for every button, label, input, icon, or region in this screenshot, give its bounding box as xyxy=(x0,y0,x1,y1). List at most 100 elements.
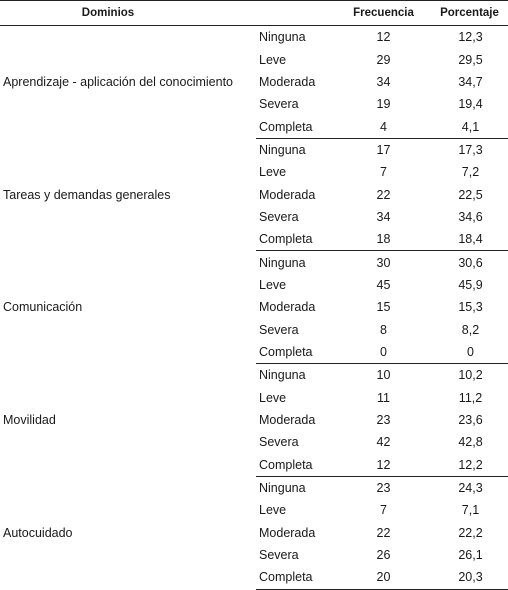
table-row: Severa 42 42,8 xyxy=(0,431,508,453)
level-cell: Severa xyxy=(259,322,299,337)
table-row: Leve 45 45,9 xyxy=(0,274,508,296)
table-body: Aprendizaje - aplicación del conocimient… xyxy=(0,26,508,590)
frequency-cell: 7 xyxy=(380,165,387,180)
percentage-cell: 30,6 xyxy=(458,255,483,270)
header-percentage: Porcentaje xyxy=(427,0,508,26)
frequency-cell: 26 xyxy=(376,548,391,563)
level-cell: Severa xyxy=(259,97,299,112)
frequency-cell: 12 xyxy=(376,30,391,45)
percentage-cell: 17,3 xyxy=(458,142,483,157)
level-cell: Moderada xyxy=(259,413,316,428)
frequency-cell: 15 xyxy=(376,300,391,315)
percentage-cell: 42,8 xyxy=(458,435,483,450)
header-row: Dominios Frecuencia Porcentaje xyxy=(0,0,508,26)
table-row: Completa 18 18,4 xyxy=(0,228,508,252)
frequency-cell: 19 xyxy=(376,97,391,112)
level-cell: Severa xyxy=(259,209,299,224)
frequency-cell: 11 xyxy=(377,390,390,405)
level-cell: Completa xyxy=(256,453,334,477)
table-row: Severa 8 8,2 xyxy=(0,318,508,340)
frequency-cell: 45 xyxy=(376,277,391,292)
percentage-cell: 8,2 xyxy=(461,322,480,337)
table-row: Comunicación Ninguna 30 30,6 xyxy=(0,251,508,315)
level-cell: Leve xyxy=(259,165,287,180)
table-row: Autocuidado Ninguna 23 24,3 xyxy=(0,476,508,540)
table-row: Moderada 15 15,3 xyxy=(0,296,508,318)
percentage-cell: 7,2 xyxy=(461,165,480,180)
frequency-cell: 34 xyxy=(376,74,391,89)
domain-cell: Aprendizaje - aplicación del conocimient… xyxy=(3,75,233,90)
table-row: Moderada 23 23,6 xyxy=(0,409,508,431)
table-row: Severa 34 34,6 xyxy=(0,206,508,228)
percentage-cell: 15,3 xyxy=(458,300,483,315)
frequency-cell: 34 xyxy=(376,209,391,224)
table-row: Aprendizaje - aplicación del conocimient… xyxy=(0,26,508,89)
frequency-cell: 23 xyxy=(376,481,391,496)
table-row: Leve 7 7,1 xyxy=(0,499,508,521)
frequency-cell: 4 xyxy=(334,115,427,139)
frequency-cell: 18 xyxy=(334,228,427,252)
frequency-cell: 20 xyxy=(334,566,427,590)
header-domain: Dominios xyxy=(0,0,256,26)
level-cell: Ninguna xyxy=(259,255,306,270)
domain-cell: Tareas y demandas generales xyxy=(3,187,171,202)
percentage-cell: 0 xyxy=(427,340,508,365)
level-cell: Ninguna xyxy=(259,368,306,383)
percentage-cell: 26,1 xyxy=(458,548,483,563)
table-row: Leve 29 29,5 xyxy=(0,48,508,70)
percentage-cell: 34,6 xyxy=(458,209,483,224)
table-row: Severa 26 26,1 xyxy=(0,544,508,566)
percentage-cell: 18,4 xyxy=(427,228,508,252)
level-cell: Moderada xyxy=(259,74,316,89)
domain-cell: Autocuidado xyxy=(3,525,73,540)
frequency-cell: 42 xyxy=(376,435,391,450)
level-cell: Completa xyxy=(256,340,334,365)
percentage-cell: 22,2 xyxy=(458,525,483,540)
level-cell: Leve xyxy=(259,390,287,405)
table-row: Leve 7 7,2 xyxy=(0,161,508,183)
table-row: Tareas y demandas generales Ninguna 17 1… xyxy=(0,138,508,202)
percentage-cell: 12,3 xyxy=(458,30,483,45)
level-cell: Moderada xyxy=(259,300,316,315)
table-row: Completa 4 4,1 xyxy=(0,115,508,139)
percentage-cell: 29,5 xyxy=(458,52,483,67)
frequency-cell: 17 xyxy=(376,142,391,157)
level-cell: Severa xyxy=(259,435,299,450)
table-row: Completa 12 12,2 xyxy=(0,453,508,477)
level-cell: Leve xyxy=(259,52,287,67)
frequency-cell: 0 xyxy=(334,340,427,365)
percentage-cell: 19,4 xyxy=(458,97,483,112)
frequency-cell: 22 xyxy=(376,525,391,540)
level-cell: Leve xyxy=(259,277,287,292)
table-row: Leve 11 11,2 xyxy=(0,387,508,409)
frequency-cell: 10 xyxy=(376,368,391,383)
level-cell: Completa xyxy=(256,228,334,252)
level-cell: Ninguna xyxy=(259,142,306,157)
header-level xyxy=(256,0,334,26)
table-row: Moderada 22 22,5 xyxy=(0,183,508,205)
percentage-cell: 22,5 xyxy=(458,187,483,202)
table-header: Dominios Frecuencia Porcentaje xyxy=(0,0,508,26)
percentage-cell: 11,2 xyxy=(458,390,483,405)
frequency-cell: 22 xyxy=(376,187,391,202)
level-cell: Severa xyxy=(259,548,299,563)
frequency-cell: 12 xyxy=(334,453,427,477)
frequency-cell: 23 xyxy=(376,413,391,428)
percentage-cell: 20,3 xyxy=(427,566,508,590)
table-row: Severa 19 19,4 xyxy=(0,93,508,115)
level-cell: Moderada xyxy=(259,187,316,202)
percentage-cell: 10,2 xyxy=(458,368,483,383)
level-cell: Ninguna xyxy=(259,481,306,496)
percentage-cell: 34,7 xyxy=(458,74,483,89)
level-cell: Leve xyxy=(259,503,287,518)
level-cell: Completa xyxy=(256,115,334,139)
table-row: Movilidad Ninguna 10 10,2 xyxy=(0,364,508,427)
percentage-cell: 7,1 xyxy=(461,503,480,518)
table-row: Moderada 34 34,7 xyxy=(0,71,508,93)
header-frequency: Frecuencia xyxy=(334,0,427,26)
table-row: Completa 0 0 xyxy=(0,340,508,365)
percentage-cell: 23,6 xyxy=(458,413,483,428)
level-cell: Moderada xyxy=(259,525,316,540)
level-cell: Ninguna xyxy=(259,30,306,45)
